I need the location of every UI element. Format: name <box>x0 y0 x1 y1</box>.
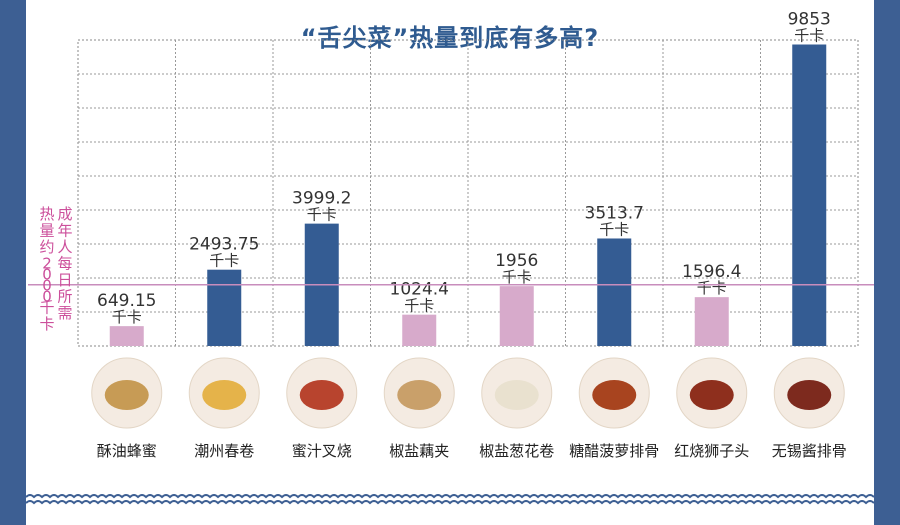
bar-unit-label: 千卡 <box>404 297 434 315</box>
category-label: 蜜汁叉烧 <box>292 442 352 460</box>
bar <box>694 297 729 346</box>
reference-label-column: 热量约 2 0 0 0 千卡 <box>39 205 54 333</box>
category-label: 椒盐葱花卷 <box>479 442 554 460</box>
category-label: 无锡酱排骨 <box>772 442 847 460</box>
bar-value-label: 1024.4 <box>390 280 449 300</box>
bar <box>792 44 827 346</box>
pineapple-ribs-photo <box>578 357 650 429</box>
category-label: 椒盐藕夹 <box>389 442 449 460</box>
scallion-roll-photo <box>481 357 553 429</box>
bar-unit-label: 千卡 <box>599 220 629 238</box>
lion-head-meatball-photo <box>676 357 748 429</box>
category-label: 糖醋菠萝排骨 <box>569 442 659 460</box>
char-siu-photo <box>286 357 358 429</box>
bar-unit-label: 千卡 <box>697 279 727 297</box>
wuxi-ribs-photo <box>773 357 845 429</box>
poster-frame <box>26 0 874 525</box>
category-label: 红烧狮子头 <box>674 442 749 460</box>
bar <box>597 238 632 346</box>
butter-honey-photo <box>91 357 163 429</box>
bar-unit-label: 千卡 <box>209 252 239 270</box>
bar-value-label: 9853 <box>788 9 831 29</box>
bar-value-label: 649.15 <box>97 291 156 311</box>
chart-title: “舌尖菜”热量到底有多高? <box>300 24 600 52</box>
bar <box>207 269 242 346</box>
wave-divider <box>25 500 875 505</box>
bar-value-label: 1956 <box>495 251 538 271</box>
bar <box>109 326 144 346</box>
bar-value-label: 2493.75 <box>189 235 259 255</box>
wave-divider <box>25 494 875 499</box>
bar-value-label: 3999.2 <box>292 189 351 209</box>
bar <box>499 286 534 346</box>
bar-unit-label: 千卡 <box>307 206 337 224</box>
bar-value-label: 3513.7 <box>585 203 644 223</box>
bar <box>402 314 437 346</box>
bar-unit-label: 千卡 <box>112 308 142 326</box>
bar-value-label: 1596.4 <box>682 262 741 282</box>
category-label: 潮州春卷 <box>194 442 254 460</box>
category-label: 酥油蜂蜜 <box>97 442 157 460</box>
lotus-sandwich-photo <box>383 357 455 429</box>
spring-roll-photo <box>188 357 260 429</box>
bar-unit-label: 千卡 <box>794 26 824 44</box>
bar-unit-label: 千卡 <box>502 268 532 286</box>
reference-label-column: 成年人每日所需 <box>57 205 72 322</box>
